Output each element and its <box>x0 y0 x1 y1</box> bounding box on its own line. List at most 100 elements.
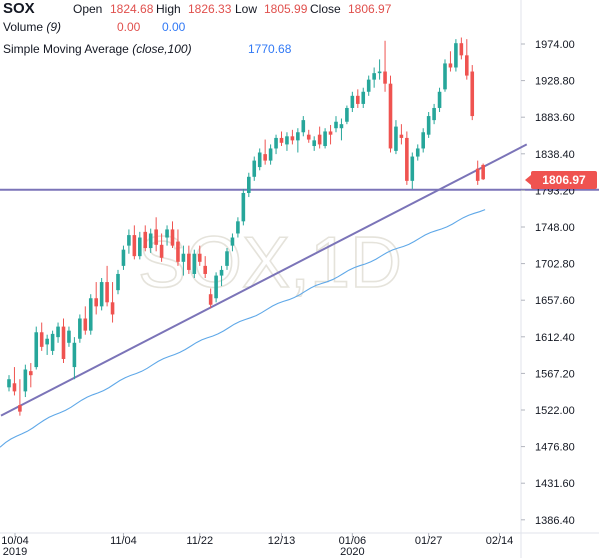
candle-body <box>317 134 322 145</box>
candle-body <box>448 63 453 68</box>
candle-body <box>279 137 284 143</box>
price-tick-label: 1657.60 <box>535 295 575 307</box>
candle <box>39 322 44 351</box>
candle <box>377 59 382 80</box>
candle <box>443 59 447 92</box>
price-tick-label: 1974.00 <box>535 39 575 51</box>
price-tick-label: 1838.40 <box>535 149 575 161</box>
candle <box>192 249 197 279</box>
candle <box>345 105 349 125</box>
candle <box>7 375 11 392</box>
candle <box>143 225 148 252</box>
candle <box>121 245 126 270</box>
candle-body <box>121 249 126 266</box>
candle <box>187 245 191 274</box>
candle <box>306 129 311 143</box>
candle-body <box>18 405 22 412</box>
candle-body <box>285 136 289 145</box>
candle <box>426 112 431 138</box>
candle-body <box>296 132 300 141</box>
candle-body <box>350 95 355 108</box>
candle-body <box>388 83 393 149</box>
candle <box>285 132 289 151</box>
candle-body <box>437 91 442 108</box>
candle <box>56 322 60 343</box>
candle <box>110 282 115 323</box>
candle-body <box>39 332 44 347</box>
candle <box>361 87 366 108</box>
candle-body <box>405 137 409 181</box>
volume-value-1: 0.00 <box>117 20 141 34</box>
candle <box>257 148 262 171</box>
candle <box>263 139 267 165</box>
candle <box>268 144 273 165</box>
candle <box>99 278 104 311</box>
price-axis[interactable]: 1974.001928.801883.601838.401793.201748.… <box>521 39 575 527</box>
candle-body <box>454 43 458 68</box>
high-value: 1826.33 <box>188 2 232 16</box>
candle-body <box>61 326 66 359</box>
close-value: 1806.97 <box>348 2 392 16</box>
candle-body <box>7 379 11 388</box>
candle-body <box>138 237 142 257</box>
candle-body <box>165 229 169 238</box>
candle <box>394 120 398 155</box>
candles[interactable] <box>7 37 485 416</box>
candle-body <box>143 231 148 249</box>
candle <box>241 188 246 226</box>
candle-body <box>459 43 464 56</box>
candle <box>230 233 235 252</box>
candle-body <box>56 326 60 338</box>
candle <box>208 288 213 308</box>
candle-body <box>432 107 436 121</box>
candle <box>176 229 180 266</box>
candle-body <box>45 338 49 345</box>
candle <box>301 116 306 137</box>
candle <box>372 67 376 88</box>
candle-body <box>197 253 202 262</box>
candle-body <box>230 237 235 246</box>
candle-body <box>268 148 273 161</box>
candle <box>138 231 142 260</box>
sma-layer <box>0 209 486 448</box>
trendlines[interactable] <box>0 143 599 417</box>
candle-body <box>159 244 164 258</box>
candle-body <box>443 63 447 90</box>
symbol-name[interactable]: SOX <box>3 0 35 17</box>
candle <box>296 128 300 153</box>
candle-body <box>290 136 295 141</box>
candle <box>317 126 322 149</box>
price-tick-label: 1431.60 <box>535 478 575 490</box>
candle-body <box>127 235 131 246</box>
legend-header: SOX Open 1824.68 High 1826.33 Low 1805.9… <box>0 0 599 60</box>
time-tick-sublabel: 2020 <box>340 546 364 558</box>
candle-body <box>301 120 306 133</box>
candle-body <box>356 95 360 104</box>
candle-body <box>475 168 480 181</box>
candle <box>203 256 207 279</box>
close-label: Close <box>310 2 341 16</box>
candle-body <box>170 229 175 246</box>
price-tick-label: 1522.00 <box>535 405 575 417</box>
candle-body <box>241 192 246 222</box>
candle <box>312 136 316 151</box>
time-tick-label: 11/04 <box>110 535 137 547</box>
candle-body <box>421 132 425 149</box>
candle-body <box>110 302 115 315</box>
candle <box>214 272 218 303</box>
candle-body <box>214 275 218 299</box>
volume-indicator-label[interactable]: Volume (9) <box>3 20 62 34</box>
candle-body <box>323 131 327 147</box>
candle <box>410 152 415 189</box>
candle-body <box>219 269 224 276</box>
candle-body <box>181 253 186 262</box>
sma-indicator-label[interactable]: Simple Moving Average (close,100) <box>3 42 192 56</box>
candle <box>50 330 55 355</box>
candle-body <box>328 131 333 135</box>
candle <box>481 163 485 181</box>
candle-body <box>148 233 153 249</box>
candle-body <box>257 152 262 168</box>
candle-body <box>481 164 485 180</box>
